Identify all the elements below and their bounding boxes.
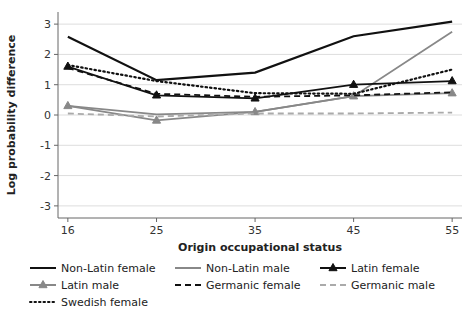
y-tick-label: 2 [44, 48, 51, 61]
y-tick [54, 145, 58, 146]
x-tick-label: 55 [445, 224, 459, 237]
y-tick [54, 175, 58, 176]
x-tick [255, 218, 256, 222]
series-line [68, 113, 452, 117]
y-axis-label: Log probability difference [5, 35, 18, 196]
y-tick-label: -1 [40, 139, 51, 152]
grid-line [58, 54, 462, 55]
x-tick-label: 45 [347, 224, 361, 237]
grid-line [58, 205, 462, 206]
legend-label: Swedish female [61, 296, 148, 309]
x-tick [353, 218, 354, 222]
x-tick [452, 218, 453, 222]
legend-swatch [30, 301, 56, 303]
x-axis-label: Origin occupational status [178, 241, 342, 254]
series-line [68, 22, 452, 80]
series-marker [448, 77, 456, 84]
legend-marker [329, 264, 337, 271]
plot-area [64, 22, 456, 123]
series-marker [350, 80, 358, 87]
y-tick [54, 84, 58, 85]
series-line [68, 65, 452, 94]
x-tick [156, 218, 157, 222]
y-tick [54, 205, 58, 206]
legend-swatch [175, 284, 201, 286]
grid-line [58, 175, 462, 176]
legend-label: Non-Latin female [61, 262, 156, 275]
series-marker [64, 101, 72, 108]
legend-marker [39, 281, 47, 288]
legend-label: Latin female [351, 262, 420, 275]
grid-line [58, 145, 462, 146]
x-tick [67, 218, 68, 222]
x-tick-label: 25 [150, 224, 164, 237]
x-tick-label: 16 [61, 224, 75, 237]
chart: -3 -2 -1 0 1 2 3 16 25 35 45 55 Origin occupational … [0, 0, 474, 324]
grid-line [58, 84, 462, 85]
legend-label: Germanic female [206, 279, 301, 292]
y-tick [54, 115, 58, 116]
legend-label: Germanic male [351, 279, 435, 292]
legend-swatch [175, 267, 201, 269]
legend-swatch [30, 267, 56, 269]
series-line [68, 32, 452, 115]
legend-label: Latin male [61, 279, 119, 292]
y-tick [54, 24, 58, 25]
y-tick-label: 0 [44, 109, 51, 122]
y-tick-label: 3 [44, 18, 51, 31]
y-tick-label: 1 [44, 79, 51, 92]
legend-swatch [320, 284, 346, 286]
legend: Non-Latin female Non-Latin male Latin fema… [30, 262, 435, 309]
x-tick-label: 35 [248, 224, 262, 237]
grid-line [58, 24, 462, 25]
y-tick-label: -3 [40, 200, 51, 213]
legend-label: Non-Latin male [206, 262, 290, 275]
y-tick [54, 54, 58, 55]
y-tick-label: -2 [40, 170, 51, 183]
y-axis-line [58, 12, 59, 218]
x-axis-line [58, 218, 462, 219]
